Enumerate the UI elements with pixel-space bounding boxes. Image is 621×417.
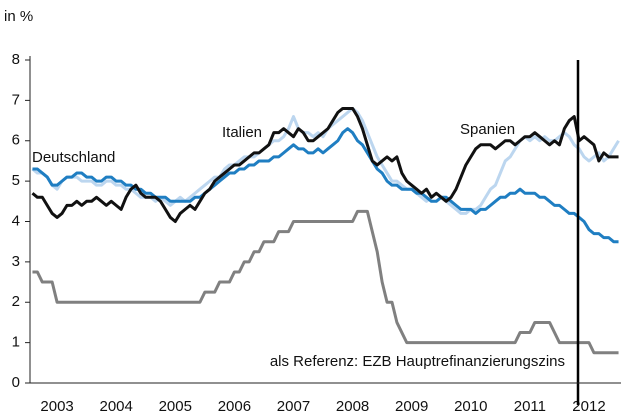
- y-tick-label: 8: [12, 51, 20, 68]
- series-label: Deutschland: [32, 149, 115, 166]
- y-tick-label: 3: [12, 253, 20, 270]
- series-line: [31, 106, 619, 223]
- x-tick-label: 2007: [277, 398, 310, 415]
- y-tick-label: 0: [12, 374, 20, 391]
- y-axis-label: in %: [4, 8, 33, 25]
- y-tick-label: 4: [12, 212, 20, 229]
- series-label: als Referenz: EZB Hauptrefinanzierungszi…: [270, 353, 565, 370]
- x-tick-label: 2004: [100, 398, 133, 415]
- label-bg: [266, 352, 568, 370]
- series-line: [31, 106, 620, 215]
- x-tick-label: 2005: [159, 398, 192, 415]
- y-tick-label: 5: [12, 172, 20, 189]
- y-tick-label: 7: [12, 91, 20, 108]
- x-tick-label: 2009: [395, 398, 428, 415]
- series-label: Spanien: [460, 121, 515, 138]
- x-tick-label: 2010: [454, 398, 487, 415]
- x-tick-label: 2011: [514, 398, 546, 415]
- x-tick-label: 2008: [336, 398, 369, 415]
- x-tick-label: 2003: [40, 398, 73, 415]
- series-label: Italien: [222, 124, 262, 141]
- series-line: [32, 209, 619, 355]
- x-tick-label: 2006: [218, 398, 251, 415]
- y-tick-label: 1: [12, 334, 20, 351]
- y-tick-label: 2: [12, 293, 20, 310]
- y-tick-label: 6: [12, 132, 20, 149]
- series-line: [32, 127, 619, 244]
- x-tick-label: 2012: [572, 398, 605, 415]
